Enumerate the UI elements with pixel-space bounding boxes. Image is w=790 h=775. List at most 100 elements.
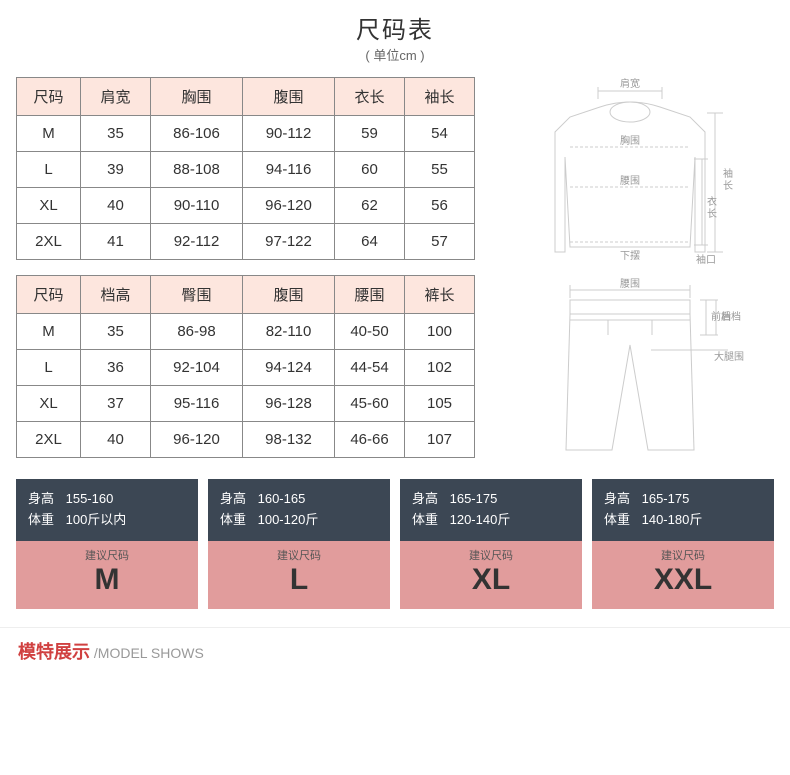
table-cell: 86-98	[151, 314, 243, 350]
footer-sub: /MODEL SHOWS	[94, 645, 204, 661]
shirt-diagram: 肩宽 胸围 腰围 袖长 衣长 下摆 袖口	[485, 77, 774, 267]
bottom-table-container: 尺码档高臀围腹围腰围裤长M3586-9882-11040-50100L3692-…	[16, 275, 475, 458]
recommendation-cards: 身高 155-160体重 100斤以内建议尺码M身高 160-165体重 100…	[0, 465, 790, 623]
table-cell: 36	[81, 350, 151, 386]
table-cell: 2XL	[17, 224, 81, 260]
table-cell: 54	[405, 116, 475, 152]
table-cell: 40	[81, 188, 151, 224]
table-cell: 96-120	[243, 188, 335, 224]
rec-size: 建议尺码XXL	[592, 541, 774, 609]
table-cell: 35	[81, 314, 151, 350]
table-header: 腰围	[335, 276, 405, 314]
table-cell: 88-108	[151, 152, 243, 188]
table-cell: 82-110	[243, 314, 335, 350]
label-hem: 下摆	[620, 249, 640, 262]
table-header: 腹围	[243, 276, 335, 314]
table-cell: XL	[17, 386, 81, 422]
page-title: 尺码表	[0, 10, 790, 45]
label-chest: 胸围	[620, 134, 640, 147]
footer-title: 模特展示	[18, 642, 90, 662]
label-shoulder: 肩宽	[620, 77, 640, 90]
table-row: 2XL4096-12098-13246-66107	[17, 422, 475, 458]
table-cell: 46-66	[335, 422, 405, 458]
rec-info: 身高 155-160体重 100斤以内	[16, 479, 198, 541]
table-cell: 35	[81, 116, 151, 152]
table-cell: 96-120	[151, 422, 243, 458]
table-header: 袖长	[405, 78, 475, 116]
table-cell: 102	[405, 350, 475, 386]
label-waist: 腰围	[620, 175, 640, 187]
table-header: 尺码	[17, 276, 81, 314]
table-cell: 60	[335, 152, 405, 188]
table-row: XL4090-11096-1206256	[17, 188, 475, 224]
label-length: 衣长	[707, 195, 717, 220]
table-cell: 39	[81, 152, 151, 188]
label-back: 后档	[721, 310, 741, 323]
table-row: M3586-10690-1125954	[17, 116, 475, 152]
table-header: 裤长	[405, 276, 475, 314]
table-row: M3586-9882-11040-50100	[17, 314, 475, 350]
table-row: XL3795-11696-12845-60105	[17, 386, 475, 422]
section-footer: 模特展示 /MODEL SHOWS	[0, 627, 790, 684]
table-cell: 90-110	[151, 188, 243, 224]
table-header: 尺码	[17, 78, 81, 116]
table-cell: 62	[335, 188, 405, 224]
table-cell: 105	[405, 386, 475, 422]
table-cell: M	[17, 314, 81, 350]
table-row: L3988-10894-1166055	[17, 152, 475, 188]
recommendation-card: 身高 165-175体重 120-140斤建议尺码XL	[400, 479, 582, 609]
table-cell: 86-106	[151, 116, 243, 152]
table-header: 臀围	[151, 276, 243, 314]
pants-diagram: 腰围 前档 后档 大腿围	[485, 275, 774, 465]
table-cell: 55	[405, 152, 475, 188]
table-row: 2XL4192-11297-1226457	[17, 224, 475, 260]
table-cell: 97-122	[243, 224, 335, 260]
table-cell: 37	[81, 386, 151, 422]
table-cell: 90-112	[243, 116, 335, 152]
label-pants-waist: 腰围	[620, 278, 640, 290]
table-header: 腹围	[243, 78, 335, 116]
table-cell: 92-112	[151, 224, 243, 260]
table-cell: L	[17, 350, 81, 386]
table-cell: 40	[81, 422, 151, 458]
table-cell: XL	[17, 188, 81, 224]
table-cell: 96-128	[243, 386, 335, 422]
table-cell: L	[17, 152, 81, 188]
table-cell: 45-60	[335, 386, 405, 422]
rec-size: 建议尺码XL	[400, 541, 582, 609]
table-cell: 94-116	[243, 152, 335, 188]
bottom-size-table: 尺码档高臀围腹围腰围裤长M3586-9882-11040-50100L3692-…	[16, 275, 475, 458]
top-size-table: 尺码肩宽胸围腹围衣长袖长M3586-10690-1125954L3988-108…	[16, 77, 475, 260]
table-cell: M	[17, 116, 81, 152]
rec-size: 建议尺码L	[208, 541, 390, 609]
rec-size: 建议尺码M	[16, 541, 198, 609]
page-subtitle: ( 单位cm )	[0, 45, 790, 64]
label-thigh: 大腿围	[714, 350, 744, 363]
table-cell: 107	[405, 422, 475, 458]
page-title-block: 尺码表 ( 单位cm )	[0, 0, 790, 69]
recommendation-card: 身高 160-165体重 100-120斤建议尺码L	[208, 479, 390, 609]
table-header: 胸围	[151, 78, 243, 116]
table-cell: 64	[335, 224, 405, 260]
label-sleeve: 袖长	[723, 167, 733, 192]
table-cell: 57	[405, 224, 475, 260]
top-chart-row: 尺码肩宽胸围腹围衣长袖长M3586-10690-1125954L3988-108…	[0, 69, 790, 267]
rec-info: 身高 165-175体重 120-140斤	[400, 479, 582, 541]
table-header: 肩宽	[81, 78, 151, 116]
rec-info: 身高 160-165体重 100-120斤	[208, 479, 390, 541]
table-cell: 56	[405, 188, 475, 224]
table-cell: 40-50	[335, 314, 405, 350]
table-header: 档高	[81, 276, 151, 314]
table-cell: 44-54	[335, 350, 405, 386]
rec-info: 身高 165-175体重 140-180斤	[592, 479, 774, 541]
table-cell: 41	[81, 224, 151, 260]
table-cell: 94-124	[243, 350, 335, 386]
recommendation-card: 身高 165-175体重 140-180斤建议尺码XXL	[592, 479, 774, 609]
table-cell: 95-116	[151, 386, 243, 422]
top-table-container: 尺码肩宽胸围腹围衣长袖长M3586-10690-1125954L3988-108…	[16, 77, 475, 260]
table-cell: 98-132	[243, 422, 335, 458]
table-cell: 100	[405, 314, 475, 350]
table-row: L3692-10494-12444-54102	[17, 350, 475, 386]
table-cell: 59	[335, 116, 405, 152]
recommendation-card: 身高 155-160体重 100斤以内建议尺码M	[16, 479, 198, 609]
